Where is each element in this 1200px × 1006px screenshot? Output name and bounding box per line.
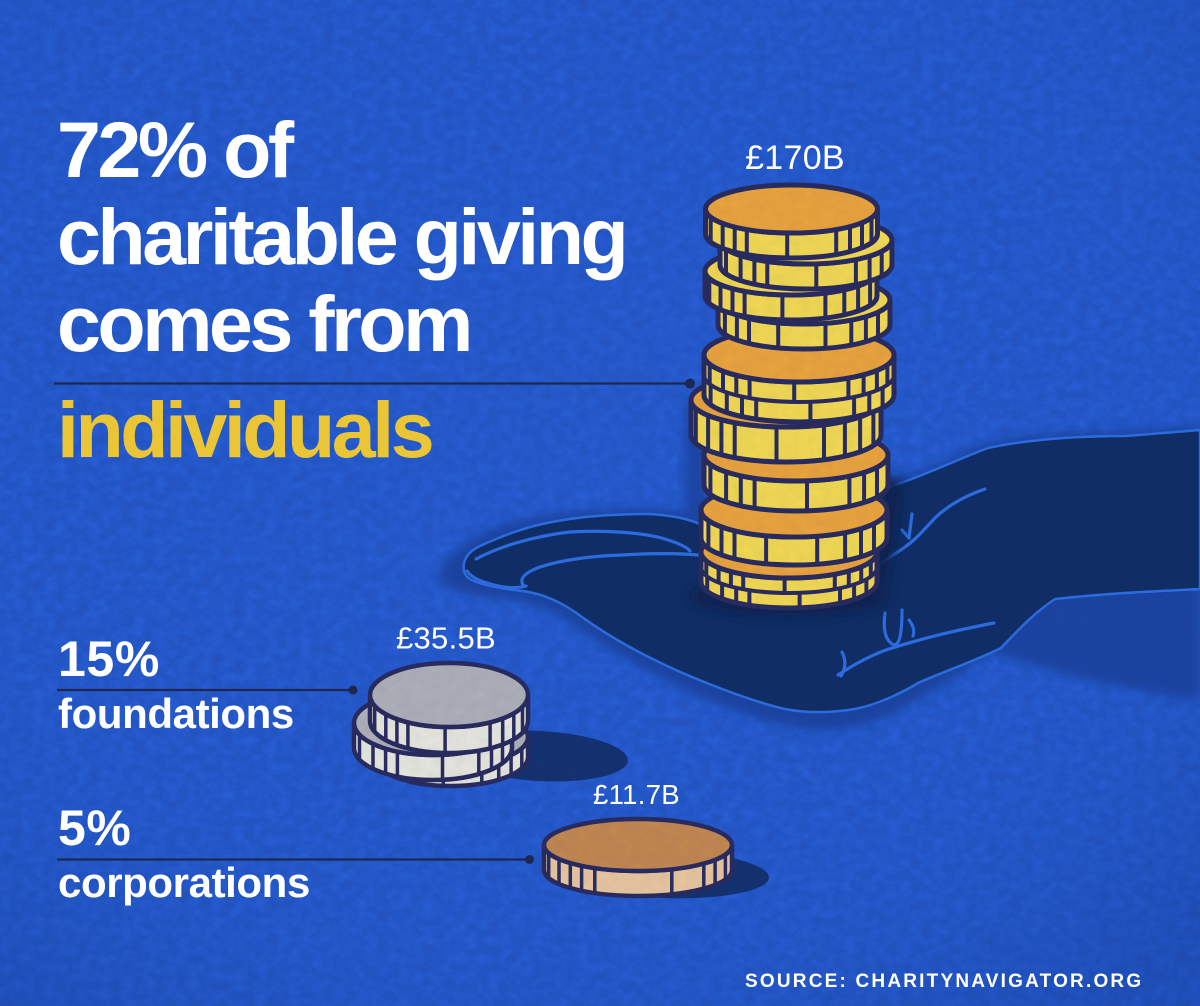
svg-text:15%: 15%	[58, 631, 160, 687]
svg-text:£170B: £170B	[745, 139, 845, 177]
svg-text:individuals: individuals	[57, 385, 432, 474]
svg-text:£35.5B: £35.5B	[396, 621, 496, 656]
svg-text:5%: 5%	[58, 800, 131, 856]
svg-text:charitable giving: charitable giving	[57, 192, 625, 281]
svg-text:72% of: 72% of	[57, 105, 295, 194]
svg-text:SOURCE: CHARITYNAVIGATOR.ORG: SOURCE: CHARITYNAVIGATOR.ORG	[745, 971, 1143, 992]
svg-text:£11.7B: £11.7B	[593, 779, 680, 810]
svg-text:comes from: comes from	[57, 279, 470, 368]
svg-text:foundations: foundations	[58, 690, 294, 737]
svg-text:corporations: corporations	[58, 859, 310, 906]
